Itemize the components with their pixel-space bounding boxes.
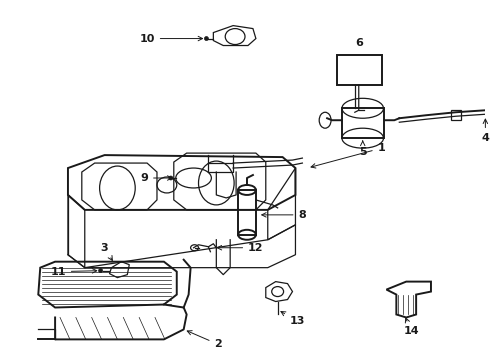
Text: 2: 2 [187, 331, 222, 349]
Text: 3: 3 [101, 243, 112, 260]
Text: 4: 4 [482, 119, 490, 143]
Text: 8: 8 [262, 210, 306, 220]
Text: 7: 7 [0, 359, 1, 360]
Text: 5: 5 [359, 141, 367, 157]
Text: 1: 1 [311, 143, 385, 168]
Ellipse shape [204, 37, 208, 41]
Text: 11: 11 [50, 267, 97, 276]
Text: 13: 13 [281, 311, 305, 327]
Ellipse shape [98, 269, 102, 273]
Ellipse shape [169, 176, 173, 180]
Text: 14: 14 [403, 318, 419, 336]
Text: 12: 12 [217, 243, 264, 253]
Text: 10: 10 [139, 33, 202, 44]
Text: 9: 9 [140, 173, 172, 183]
Text: 6: 6 [355, 37, 363, 48]
